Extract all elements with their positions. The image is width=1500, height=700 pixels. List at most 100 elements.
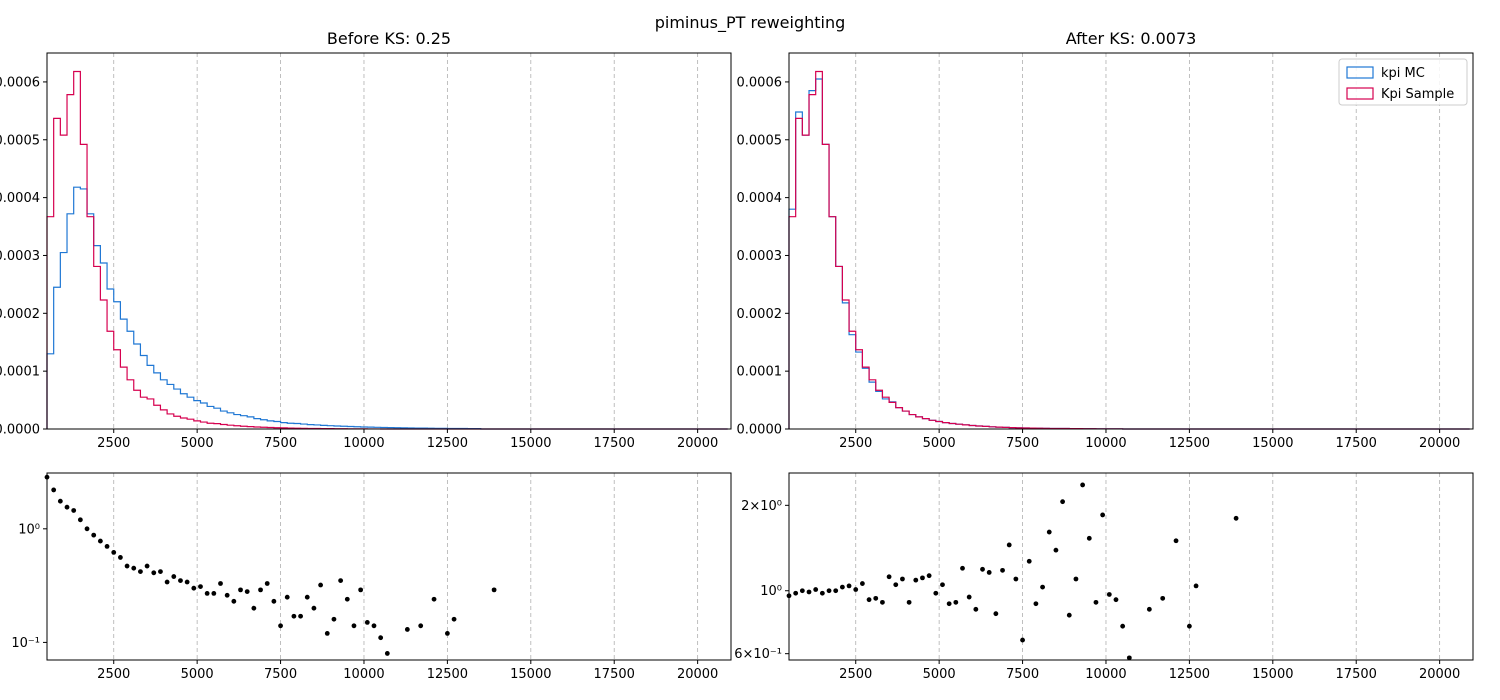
ratio-point	[1100, 512, 1106, 518]
ratio-point	[231, 598, 237, 604]
x-tick-label: 17500	[1336, 667, 1377, 682]
x-tick-label: 2500	[839, 667, 872, 682]
hist-before-panel: 2500 5000 7500 10000 12500 15000 17500 20000 0.0…	[0, 29, 732, 451]
ratio-point	[953, 599, 959, 605]
ratio-point	[806, 589, 812, 595]
ratio-point	[1046, 529, 1052, 535]
y-tick-label: 0.0006	[0, 75, 40, 90]
y-tick-label: 0.0005	[737, 133, 783, 148]
ratio-point	[839, 584, 845, 590]
ratio-point	[451, 616, 457, 622]
ratio-point	[351, 623, 357, 629]
ratio-point	[853, 587, 859, 592]
ratio-point	[431, 596, 437, 602]
ratio-point	[1160, 595, 1166, 601]
ratio-point	[331, 616, 337, 622]
y-tick-label: 0.0001	[0, 365, 40, 380]
y-tick-label: 0.0004	[0, 191, 40, 206]
ratio-point	[84, 526, 90, 532]
y-tick-label: 0.0004	[737, 191, 783, 206]
ratio-point	[57, 498, 63, 504]
ratio-point	[318, 582, 323, 588]
ratio-point	[371, 623, 377, 629]
x-tick-label: 17500	[1336, 436, 1377, 451]
ratio-point	[1020, 637, 1025, 643]
ratio-point	[960, 565, 965, 571]
axes-frame	[46, 472, 732, 661]
y-tick-label: 0.0001	[737, 365, 783, 380]
ratio-point	[1146, 606, 1152, 612]
ratio-point	[71, 508, 77, 513]
ratio-point	[1040, 584, 1045, 590]
ratio-point	[920, 575, 925, 581]
ratio-point	[846, 583, 852, 589]
ratio-point	[344, 596, 350, 602]
ratio-point	[264, 581, 270, 586]
ratio-point	[813, 587, 819, 592]
ratio-point	[893, 582, 899, 588]
axes-frame	[46, 52, 732, 430]
y-tick-label: 0.0003	[0, 249, 40, 264]
x-tick-label: 10000	[1085, 667, 1126, 682]
axes-frame	[788, 472, 1474, 661]
ratio-point	[158, 569, 163, 575]
y-tick-label: 0.0006	[737, 75, 783, 90]
ratio-point	[900, 576, 905, 582]
ratio-point	[906, 599, 912, 605]
legend-label: kpi MC	[1381, 66, 1425, 81]
ratio-point	[1013, 576, 1019, 582]
x-tick-label: 12500	[427, 667, 468, 682]
ratio-point	[364, 620, 370, 625]
ratio-point	[1173, 538, 1179, 544]
ratio-point	[291, 613, 297, 619]
x-tick-label: 15000	[510, 667, 551, 682]
legend-swatch	[1346, 66, 1374, 79]
ratio-point	[966, 594, 972, 600]
x-tick-label: 20000	[677, 436, 718, 451]
y-tick-label: 10⁰	[18, 522, 40, 537]
ratio-point	[104, 544, 110, 549]
ratio-point	[198, 584, 203, 589]
ratio-point	[799, 588, 805, 594]
panel-title: Before KS: 0.25	[327, 29, 451, 48]
ratio-point	[64, 504, 70, 510]
ratio-point	[258, 587, 263, 593]
ratio-point	[886, 574, 892, 580]
y-tick-label: 0.0002	[0, 307, 40, 322]
ratio-point	[378, 635, 384, 641]
y-tick-label: 0.0005	[0, 133, 40, 148]
ratio-point	[191, 585, 197, 591]
ratio-point	[324, 631, 330, 636]
ratio-point	[1033, 601, 1039, 607]
ratio-point	[418, 623, 424, 629]
x-tick-label: 20000	[1419, 667, 1460, 682]
legend-swatch	[1346, 87, 1374, 100]
x-tick-label: 12500	[1169, 436, 1210, 451]
x-tick-label: 20000	[677, 667, 718, 682]
panel-title: After KS: 0.0073	[1066, 29, 1197, 48]
x-tick-label: 7500	[1006, 436, 1039, 451]
series-kpi-mc-step-line	[46, 186, 728, 430]
ratio-point	[304, 594, 310, 600]
ratio-point	[1000, 567, 1005, 573]
series-kpi-sample-step-line	[46, 70, 728, 430]
ratio-point	[819, 590, 825, 596]
ratio-point	[184, 579, 190, 585]
series-kpi-sample-step-line	[788, 70, 1470, 430]
ratio-point	[1193, 583, 1199, 589]
x-tick-label: 15000	[1252, 667, 1293, 682]
ratio-point	[251, 605, 257, 611]
ratio-point	[1233, 515, 1239, 521]
ratio-point	[218, 581, 223, 586]
x-tick-label: 7500	[264, 436, 297, 451]
x-tick-label: 2500	[97, 436, 130, 451]
ratio-point	[913, 577, 919, 583]
ratio-after-panel: 2500 5000 7500 10000 12500 15000 17500 20000 6×1…	[734, 472, 1474, 682]
ratio-point	[338, 578, 344, 584]
ratio-point	[833, 588, 839, 594]
ratio-point	[124, 563, 130, 569]
ratio-point	[271, 598, 277, 604]
ratio-point	[311, 605, 317, 611]
x-tick-label: 10000	[343, 667, 384, 682]
legend-box	[1338, 58, 1468, 106]
